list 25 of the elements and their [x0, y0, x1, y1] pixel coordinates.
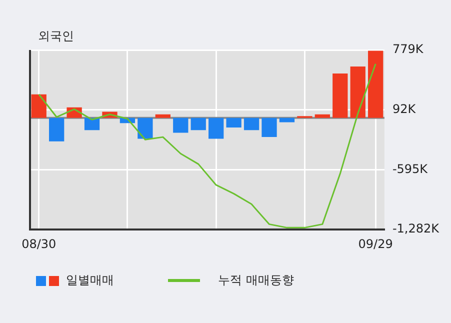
bar — [262, 118, 277, 138]
x-tick-label: 09/29 — [358, 236, 393, 251]
bar — [368, 50, 384, 118]
x-tick-label: 08/30 — [22, 236, 56, 251]
bar — [332, 73, 348, 118]
bar — [244, 118, 260, 130]
bar — [350, 66, 366, 118]
legend-label: 일별매매 — [66, 272, 114, 289]
bar — [173, 118, 188, 133]
y-tick-label: -1,282K — [392, 222, 440, 236]
y-tick-label: 92K — [392, 102, 417, 116]
y-tick-label: -595K — [392, 162, 429, 176]
bar — [208, 118, 224, 139]
bar — [31, 94, 46, 118]
bar — [155, 114, 170, 118]
legend-label: 누적 매매동향 — [218, 272, 294, 289]
bar — [314, 114, 330, 118]
bar — [190, 118, 206, 130]
chart-title: 외국인 — [38, 28, 74, 45]
bar — [138, 118, 153, 139]
bar — [279, 118, 295, 122]
bar — [226, 118, 242, 128]
bar — [49, 118, 64, 142]
y-tick-label: 779K — [392, 42, 424, 56]
bar — [84, 118, 100, 130]
